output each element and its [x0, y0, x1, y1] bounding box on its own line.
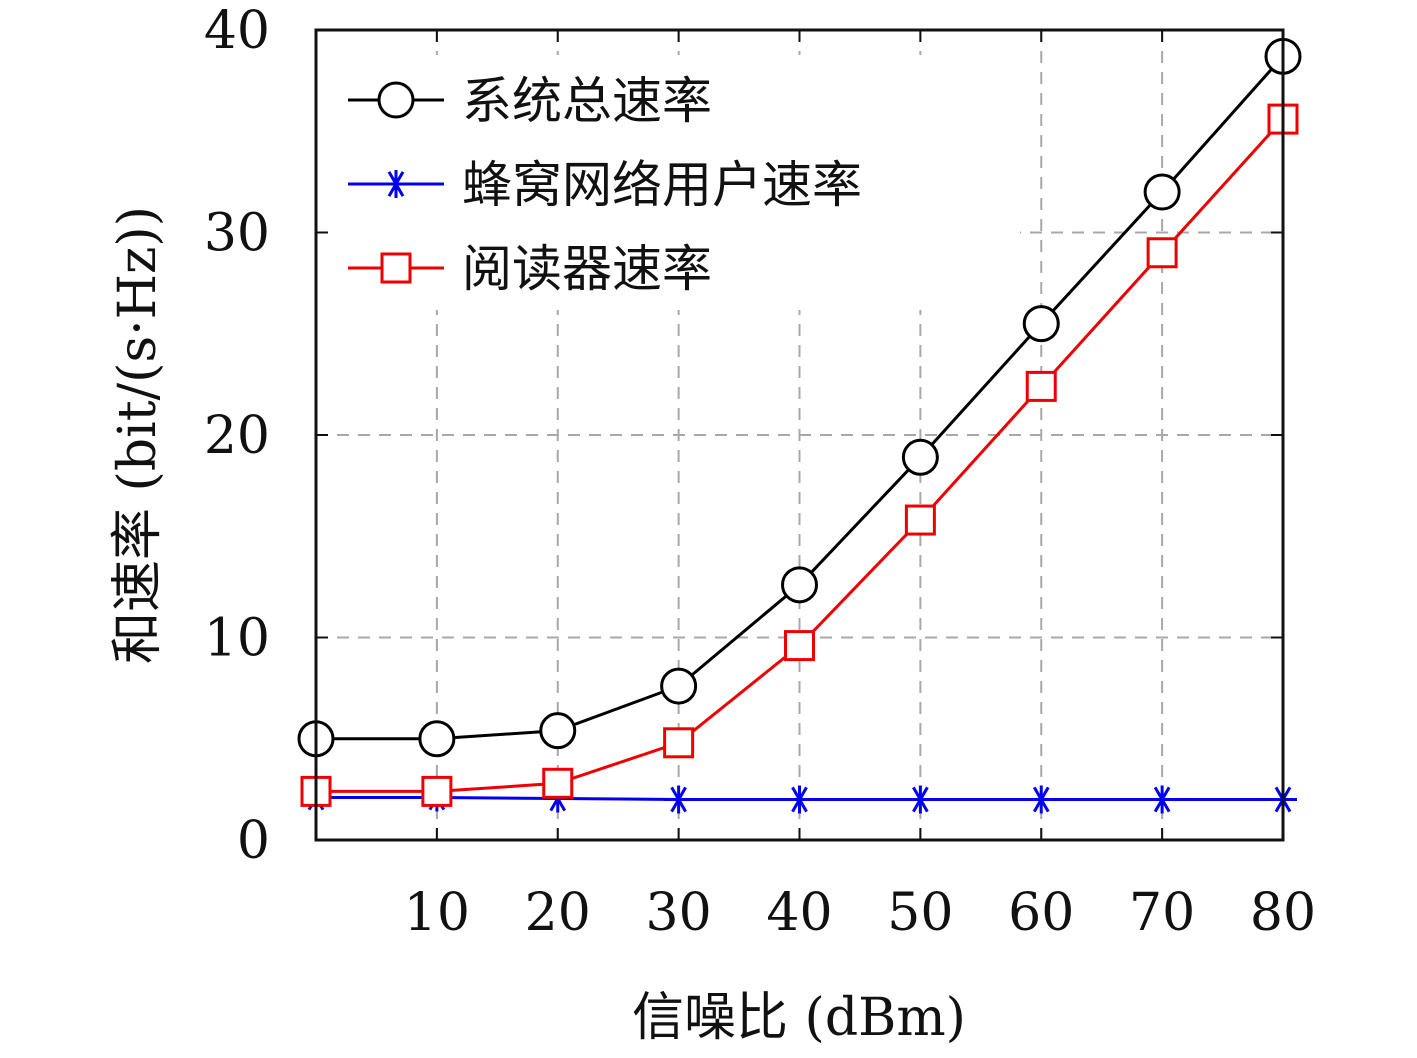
data-point-circle — [660, 667, 698, 705]
data-point-square — [1146, 237, 1178, 269]
legend-item: 系统总速率 — [348, 72, 712, 130]
data-point-square — [421, 775, 453, 807]
data-point-circle — [1143, 173, 1181, 211]
data-point-asterisk — [906, 785, 935, 814]
y-tick-label: 40 — [204, 1, 270, 61]
y-axis-title: 和速率 (bit/(s·Hz)) — [108, 206, 168, 664]
data-point-square — [904, 504, 936, 536]
x-axis-title: 信噪比 (dBm) — [632, 988, 966, 1048]
data-point-circle — [901, 438, 939, 476]
y-tick-label: 20 — [204, 406, 270, 466]
data-point-circle — [1022, 305, 1060, 343]
x-tick-label: 10 — [404, 883, 470, 943]
data-point-circle — [539, 712, 577, 750]
data-point-asterisk — [1148, 785, 1177, 814]
data-point-square — [784, 630, 815, 662]
legend-item: 蜂窝网络用户速率 — [348, 156, 862, 214]
data-point-circle — [418, 720, 456, 758]
x-tick-label: 20 — [525, 883, 591, 943]
legend-marker-asterisk — [382, 170, 410, 198]
data-point-square — [542, 767, 574, 799]
data-point-circle — [781, 566, 818, 604]
x-tick-label: 40 — [766, 883, 832, 943]
x-tick-label: 60 — [1008, 883, 1074, 943]
data-point-square — [1025, 370, 1057, 402]
data-point-square — [663, 727, 695, 759]
data-point-asterisk — [785, 785, 814, 814]
legend-label: 系统总速率 — [462, 72, 712, 130]
series-0 — [297, 37, 1302, 758]
legend-marker-circle — [377, 81, 415, 119]
y-tick-label: 0 — [237, 811, 270, 871]
data-point-asterisk — [1027, 785, 1056, 814]
x-tick-label: 30 — [646, 883, 712, 943]
legend-label: 阅读器速率 — [462, 240, 712, 298]
axis-ticks: 10 20 30 40 50 60 70 80 0 10 20 30 40 — [204, 1, 1316, 943]
legend-label: 蜂窝网络用户速率 — [462, 156, 862, 214]
y-tick-label: 10 — [204, 609, 270, 669]
series-2 — [300, 103, 1299, 807]
data-point-asterisk — [664, 785, 693, 814]
x-tick-label: 50 — [887, 883, 953, 943]
legend-item: 阅读器速率 — [348, 240, 712, 298]
y-tick-label: 30 — [204, 204, 270, 264]
legend-marker-square — [380, 252, 412, 284]
x-tick-label: 80 — [1250, 883, 1316, 943]
x-tick-label: 70 — [1129, 883, 1195, 943]
legend-background — [330, 55, 1020, 310]
